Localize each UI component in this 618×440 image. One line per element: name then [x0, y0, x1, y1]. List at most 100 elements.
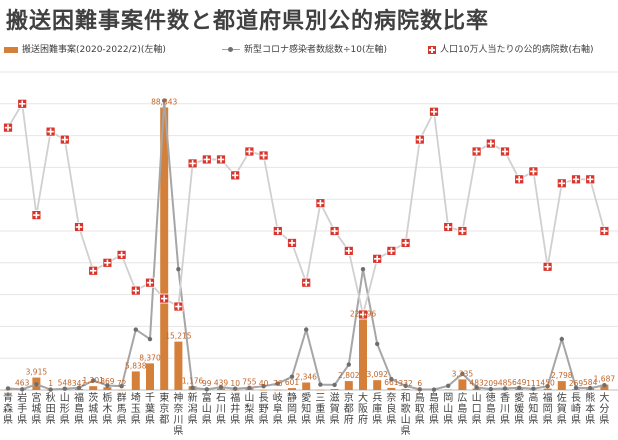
x-tick-label: 埼玉県 [131, 391, 141, 426]
bar [543, 388, 552, 390]
covid-point [105, 383, 110, 388]
bar-data-label: 209 [484, 379, 499, 388]
bar [557, 381, 566, 390]
hospital-marker-cross-h [359, 313, 367, 316]
bar [89, 386, 98, 390]
hospital-marker-cross-h [132, 289, 139, 292]
covid-point [204, 387, 209, 392]
bar-data-label: 40 [259, 379, 269, 388]
bar-data-label: 485 [498, 378, 513, 387]
bar-data-label: 1,687 [594, 375, 616, 384]
bar [103, 387, 112, 390]
covid-point [162, 98, 167, 103]
covid-point [20, 387, 25, 392]
x-tick-label: 群馬県 [117, 391, 127, 426]
x-tick-label: 富山県 [202, 391, 212, 426]
bar-data-label: 76 [273, 379, 283, 388]
x-tick-label: 大分県 [599, 391, 609, 426]
covid-point [133, 327, 138, 332]
hospital-marker-cross-h [4, 126, 12, 129]
covid-point [460, 371, 465, 376]
hospital-marker-cross-h [118, 254, 125, 256]
bar [273, 389, 282, 391]
hospital-marker-cross-h [246, 150, 253, 153]
bar [359, 319, 367, 390]
x-tick-label: 広島県 [457, 391, 467, 426]
hospital-marker-cross-h [217, 158, 225, 161]
x-tick-label: 長野県 [259, 392, 269, 426]
bar-data-label: 111 [526, 379, 541, 388]
x-tick-label: 福井県 [230, 391, 240, 426]
hospital-marker-cross-h [516, 178, 523, 181]
hospital-marker-cross-h [232, 174, 239, 177]
bar-data-label: 3,335 [452, 369, 474, 378]
bar [387, 387, 396, 390]
x-tick-label: 東京都 [159, 391, 169, 426]
bar [288, 388, 296, 390]
x-tick-label: 岡山県 [443, 392, 453, 426]
x-tick-label: 佐賀県 [557, 392, 567, 426]
x-tick-label: 福岡県 [543, 391, 553, 426]
hospital-marker-cross-h [288, 242, 296, 244]
x-tick-label: 岐阜県 [273, 391, 283, 426]
x-tick-label: 奈良県 [386, 391, 396, 426]
x-tick-label: 愛知県 [301, 391, 311, 426]
bar-data-label: 755 [242, 378, 257, 387]
x-tick-label: 石川県 [216, 393, 226, 426]
hospital-marker-cross-h [189, 162, 196, 165]
hospital-marker-cross-h [572, 178, 580, 181]
x-tick-label: 福島県 [74, 391, 84, 426]
hospital-marker-cross-h [587, 178, 594, 181]
x-tick-label: 熊本県 [585, 391, 595, 426]
x-tick-label: 鳥取県 [415, 391, 425, 426]
covid-point [332, 382, 337, 388]
covid-point [474, 385, 479, 390]
covid-point [5, 386, 11, 391]
covid-point [62, 386, 67, 391]
bar-data-label: 5,838 [125, 361, 147, 370]
legend-line-swatch [222, 47, 240, 52]
bar [174, 341, 183, 390]
bar [302, 382, 311, 390]
hospital-marker-cross-h [402, 242, 409, 244]
bar-data-label: 3,915 [26, 368, 48, 377]
covid-point [119, 383, 124, 389]
hospital-marker-cross-h [274, 230, 281, 232]
bar-data-label: 269 [569, 379, 584, 388]
bar [330, 388, 339, 390]
bar-data-label: 450 [540, 379, 555, 388]
covid-line [7, 100, 605, 391]
covid-point [531, 386, 536, 391]
bar-data-label: 332 [398, 379, 413, 388]
bar [160, 107, 169, 391]
x-tick-label: 香川県 [500, 392, 510, 426]
bar-data-label: 342 [72, 379, 87, 388]
bar [131, 371, 140, 390]
hospital-marker-cross-h [487, 142, 494, 145]
bar [146, 363, 154, 390]
x-tick-label: 静岡県 [287, 391, 297, 426]
legend-marker-swatch [428, 45, 436, 54]
bar-data-label: 661 [384, 378, 399, 387]
bar-data-label: 1,201 [82, 376, 104, 385]
hospital-marker-cross-h [175, 305, 182, 308]
covid-point [318, 382, 323, 387]
covid-point [389, 376, 394, 382]
hospital-marker-cross-h [473, 150, 480, 153]
x-tick-label: 宮城県 [31, 391, 41, 426]
x-tick-label: 新潟県 [188, 391, 198, 426]
x-tick-label: 茨城県 [88, 391, 98, 426]
covid-point [147, 336, 153, 342]
bar [458, 379, 467, 390]
hospital-marker-cross-h [558, 182, 565, 185]
x-tick-label: 三重県 [315, 393, 325, 426]
hospital-marker-cross-h [430, 110, 438, 113]
bar [444, 389, 453, 391]
x-tick-label: 滋賀県 [330, 391, 340, 426]
x-tick-label: 山梨県 [244, 392, 254, 426]
covid-point [176, 266, 181, 272]
covid-point [346, 362, 351, 367]
x-tick-label: 島根県 [429, 391, 439, 426]
x-tick-label: 兵庫県 [372, 391, 382, 426]
